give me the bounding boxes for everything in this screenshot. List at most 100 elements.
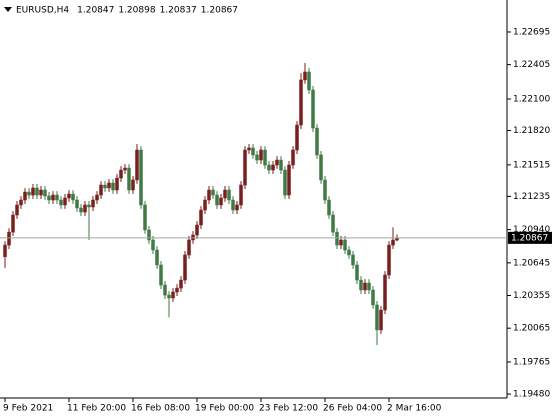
candle-body xyxy=(371,289,375,306)
candle-body xyxy=(359,279,363,291)
candle-body xyxy=(39,189,43,196)
candle-body xyxy=(251,147,255,156)
y-tick-label: 1.21515 xyxy=(513,160,550,170)
candle-body xyxy=(391,239,395,246)
candle-body xyxy=(255,154,259,161)
candle-body xyxy=(131,179,135,191)
candle-body xyxy=(171,291,175,299)
y-tick-label: 1.19765 xyxy=(513,357,550,367)
candle-body xyxy=(335,231,339,246)
candle-body xyxy=(19,199,23,206)
candle-body xyxy=(15,204,19,216)
x-tick-label: 2 Mar 16:00 xyxy=(387,404,442,414)
header-value: 1.20847 xyxy=(77,6,114,16)
candle-body xyxy=(151,239,155,251)
y-tick-label: 1.20940 xyxy=(513,225,550,235)
candle-body xyxy=(267,164,271,171)
candle-body xyxy=(63,197,67,206)
candle-body xyxy=(263,149,267,166)
candle-body xyxy=(239,184,243,206)
candle-body xyxy=(383,274,387,311)
y-tick-label: 1.22100 xyxy=(513,94,550,104)
candle-body xyxy=(111,182,115,191)
candle-body xyxy=(159,264,163,286)
candle-body xyxy=(223,189,227,199)
candle-body xyxy=(275,159,279,166)
candle-body xyxy=(355,264,359,281)
candle-body xyxy=(3,244,7,257)
candle-body xyxy=(279,159,283,171)
candle-body xyxy=(179,279,183,289)
candle-body xyxy=(135,149,139,181)
y-tick-label: 1.21235 xyxy=(513,192,550,202)
candle-body xyxy=(83,204,87,213)
candle-body xyxy=(123,167,127,171)
candle-body xyxy=(103,184,107,189)
x-tick-label: 9 Feb 2021 xyxy=(3,404,53,414)
candle-body xyxy=(299,79,303,126)
candle-body xyxy=(71,193,75,201)
candle-body xyxy=(343,239,347,251)
candle-body xyxy=(199,209,203,226)
symbol-title: EURUSD,H4 xyxy=(16,6,69,16)
candle-body xyxy=(43,189,47,197)
candle-body xyxy=(147,229,151,241)
candle-body xyxy=(215,194,219,206)
candle-body xyxy=(95,194,99,201)
candle-body xyxy=(155,249,159,266)
candle-body xyxy=(219,197,223,206)
collapse-arrow[interactable] xyxy=(4,7,12,12)
candle-body xyxy=(79,207,83,213)
candle-body xyxy=(351,254,355,266)
candle-body xyxy=(139,149,143,206)
candle-body xyxy=(379,309,383,331)
candle-body xyxy=(99,184,103,196)
candle-body xyxy=(187,239,191,256)
candle-body xyxy=(107,182,111,189)
candle-body xyxy=(207,189,211,201)
candle-body xyxy=(315,127,319,156)
candle-body xyxy=(127,167,131,191)
candle-body xyxy=(303,71,307,81)
candle-body xyxy=(183,254,187,281)
candle-body xyxy=(307,71,311,91)
y-tick-label: 1.20355 xyxy=(513,291,550,301)
y-tick-label: 1.19480 xyxy=(513,390,550,400)
candle-body xyxy=(7,231,11,246)
x-tick-label: 19 Feb 00:00 xyxy=(195,404,254,414)
y-tick-label: 1.22405 xyxy=(513,60,550,70)
candle-body xyxy=(119,169,123,179)
candle-body xyxy=(59,199,63,206)
candle-body xyxy=(35,187,39,196)
candle-body xyxy=(203,199,207,211)
x-tick-label: 26 Feb 04:00 xyxy=(323,404,382,414)
candle-body xyxy=(163,284,167,296)
candle-body xyxy=(55,194,59,201)
candle-body xyxy=(75,199,79,209)
price-label-box xyxy=(508,231,552,244)
candle-body xyxy=(51,194,55,201)
y-tick-label: 1.21820 xyxy=(513,126,550,136)
candle-body xyxy=(327,199,331,216)
header-value: 1.20837 xyxy=(160,6,197,16)
candle-body xyxy=(115,177,119,191)
candle-body xyxy=(211,189,215,196)
candle-body xyxy=(227,189,231,201)
price-label: 1.20867 xyxy=(511,233,548,243)
candle-body xyxy=(259,149,263,161)
candle-body xyxy=(195,224,199,236)
candle-body xyxy=(47,195,51,201)
x-tick-label: 23 Feb 12:00 xyxy=(259,404,318,414)
x-tick-label: 16 Feb 08:00 xyxy=(131,404,190,414)
y-tick-label: 1.20645 xyxy=(513,258,550,268)
candle-body xyxy=(87,204,91,208)
candle-body xyxy=(339,239,343,246)
candle-body xyxy=(287,164,291,196)
candle-body xyxy=(247,147,251,151)
candle-body xyxy=(367,282,371,291)
candle-body xyxy=(235,204,239,211)
candle-body xyxy=(295,124,299,151)
candle-body xyxy=(231,199,235,211)
